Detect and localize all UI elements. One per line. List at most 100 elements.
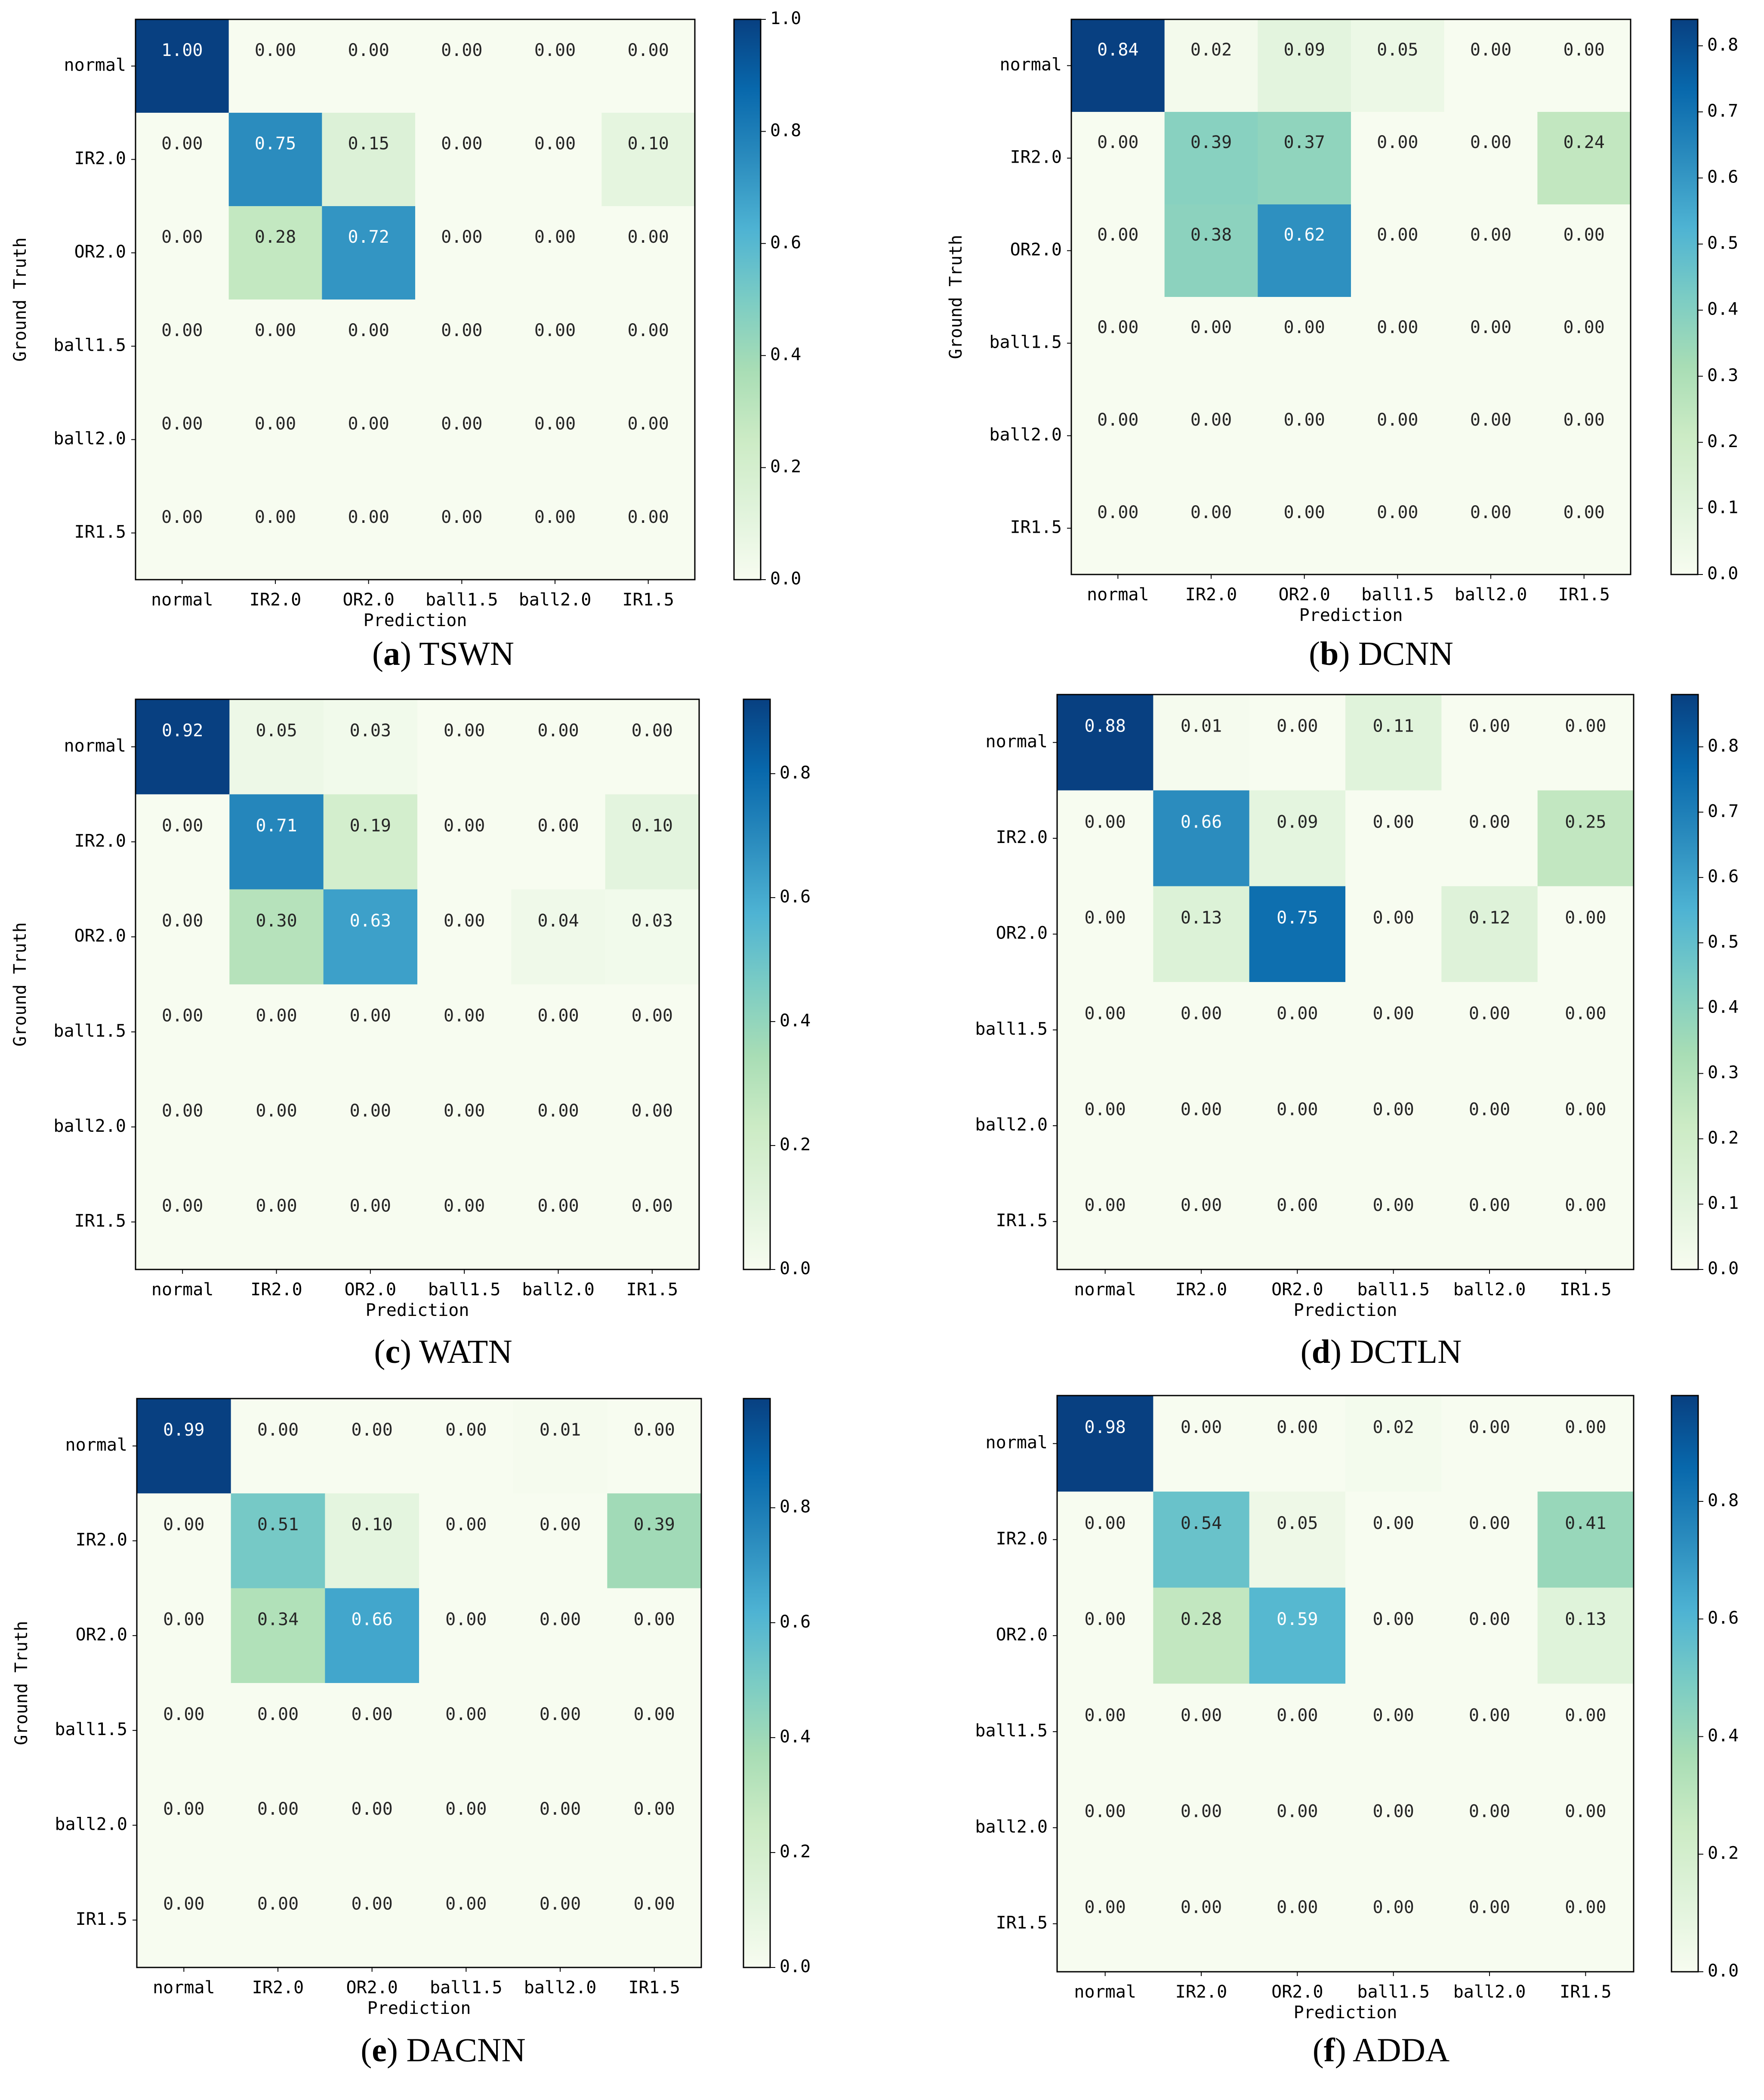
cell-value-label: 0.00: [161, 134, 203, 154]
x-tick-label: ball1.5: [426, 590, 498, 610]
heatmap-cell: [1071, 204, 1165, 297]
heatmap-cell: [513, 1778, 608, 1873]
heatmap-cell: [1258, 204, 1351, 297]
cell-value-label: 0.00: [161, 414, 203, 434]
heatmap-cell: [1153, 1779, 1250, 1876]
cell-value-label: 0.00: [257, 1705, 299, 1724]
heatmap-cell: [419, 1683, 514, 1778]
heatmap-cell: [136, 1174, 230, 1270]
cell-value-label: 0.00: [1565, 1705, 1606, 1725]
x-tick-label: normal: [1074, 1982, 1136, 2002]
heatmap-cell: [1153, 1875, 1250, 1972]
heatmap-cell: [1345, 790, 1442, 886]
heatmap-cell: [1153, 982, 1250, 1078]
y-tick-label: ball2.0: [53, 429, 126, 449]
x-tick-label: OR2.0: [346, 1978, 398, 1998]
cell-value-label: 0.00: [1277, 1705, 1318, 1725]
cell-value-label: 0.00: [628, 40, 669, 60]
x-tick-label: IR1.5: [1560, 1982, 1611, 2002]
panel-d: 0.88 0.01 0.00 0.11 0.00 0.000.00 0.66 0.09 0.00…: [975, 694, 1739, 1370]
heatmap-cell: [229, 889, 324, 985]
x-tick-label: IR2.0: [1175, 1982, 1227, 2002]
heatmap-cell: [601, 393, 695, 487]
heatmap-cell: [1441, 1492, 1538, 1588]
cell-value-label: 0.00: [1377, 133, 1418, 152]
cell-value-label: 0.00: [1085, 812, 1126, 832]
heatmap-cell: [508, 113, 602, 207]
heatmap-cell: [231, 1872, 325, 1968]
colorbar: [733, 19, 762, 581]
heatmap-cell: [228, 206, 322, 300]
cell-value-label: 0.54: [1181, 1513, 1222, 1533]
cell-value-label: 0.00: [352, 1894, 393, 1914]
cell-value-label: 0.00: [1469, 812, 1510, 832]
colorbar: [1671, 1395, 1699, 1973]
heatmap-cell: [1537, 1396, 1634, 1492]
heatmap-cell: [323, 794, 418, 890]
y-tick-label: normal: [1000, 55, 1062, 75]
cell-value-label: 0.13: [1565, 1609, 1606, 1629]
y-tick-label: OR2.0: [996, 1625, 1048, 1645]
heatmap-cell: [1057, 1779, 1153, 1876]
cell-value-label: 0.00: [1373, 1195, 1414, 1215]
cell-value-label: 0.00: [1097, 133, 1138, 152]
cell-value-label: 0.92: [162, 721, 203, 741]
heatmap-cell: [1057, 1174, 1153, 1270]
heatmap-cell: [417, 889, 512, 985]
heatmap-cell: [322, 393, 416, 487]
heatmap-cell: [601, 113, 695, 207]
cell-value-label: 0.00: [256, 1101, 297, 1121]
cell-value-label: 0.00: [537, 721, 579, 741]
cell-value-label: 0.00: [1470, 40, 1511, 60]
x-tick-label: normal: [151, 1280, 214, 1300]
x-tick-label: IR1.5: [626, 1280, 678, 1300]
cell-value-label: 0.00: [350, 1101, 391, 1121]
heatmap-cell: [1441, 982, 1538, 1078]
heatmap-cell: [229, 1174, 324, 1270]
cell-value-label: 0.28: [1181, 1609, 1222, 1629]
x-tick-label: OR2.0: [1278, 585, 1330, 605]
cell-value-label: 0.00: [1469, 1898, 1510, 1918]
heatmap-cell: [419, 1493, 514, 1589]
cell-value-label: 0.00: [1470, 133, 1511, 152]
colorbar-tick-label: 0.6: [1707, 167, 1738, 187]
heatmap-cell: [1164, 204, 1258, 297]
cell-value-label: 0.00: [445, 1515, 487, 1535]
heatmap-cell: [322, 113, 416, 207]
heatmap-frame: [135, 698, 700, 1270]
heatmap-cell: [1164, 389, 1258, 482]
cell-value-label: 0.00: [352, 1420, 393, 1440]
cell-value-label: 0.00: [1181, 1099, 1222, 1119]
heatmap-cell: [1249, 695, 1346, 791]
heatmap-cell: [1345, 982, 1442, 1078]
cell-value-label: 0.34: [257, 1610, 299, 1630]
colorbar-tick-label: 0.8: [1708, 736, 1739, 756]
cell-value-label: 0.00: [1085, 1609, 1126, 1629]
heatmap-cell: [325, 1399, 419, 1494]
heatmap-cell: [1444, 482, 1538, 575]
cell-value-label: 0.00: [634, 1420, 675, 1440]
cell-value-label: 0.19: [350, 816, 391, 836]
y-tick-label: normal: [65, 1435, 128, 1455]
heatmap-cell: [1164, 112, 1258, 205]
cell-value-label: 0.00: [348, 507, 389, 527]
heatmap-frame: [135, 19, 696, 581]
heatmap-cell: [1057, 1492, 1153, 1588]
colorbar-tick-label: 0.0: [1707, 564, 1738, 584]
heatmap-cell: [137, 1683, 231, 1778]
cell-value-label: 0.00: [537, 1196, 579, 1216]
cell-value-label: 0.00: [1181, 1802, 1222, 1822]
cell-value-label: 0.38: [1190, 225, 1232, 245]
heatmap-cell: [601, 206, 695, 300]
cell-value-label: 0.00: [1469, 1418, 1510, 1437]
heatmap-cell: [1249, 1078, 1346, 1174]
cell-value-label: 0.05: [1277, 1513, 1318, 1533]
colorbar: [1670, 19, 1699, 575]
x-tick-label: ball1.5: [1357, 1982, 1430, 2002]
heatmap-cell: [1537, 112, 1631, 205]
heatmap-cell: [322, 19, 416, 113]
heatmap-cell: [322, 206, 416, 300]
cell-value-label: 0.00: [444, 1101, 485, 1121]
cell-value-label: 0.00: [1181, 1418, 1222, 1437]
heatmap-cell: [513, 1683, 608, 1778]
